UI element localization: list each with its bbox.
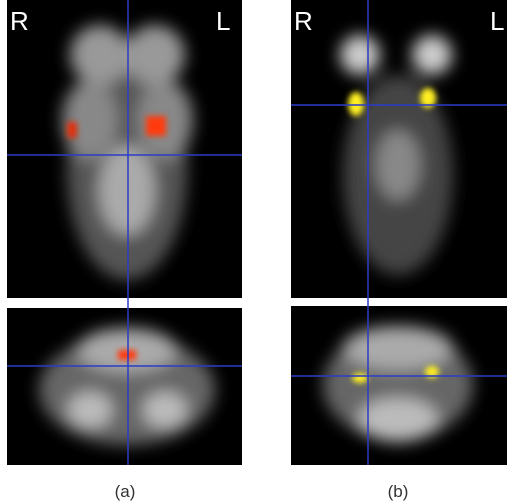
panel-label: (a) xyxy=(115,482,136,501)
orientation-marker: R xyxy=(10,6,29,36)
panel-a-coronal xyxy=(7,308,242,465)
page: R L R L (a) (b) (() => { const data = JS… xyxy=(0,0,507,503)
panel-label: (b) xyxy=(388,482,409,501)
orientation-marker: L xyxy=(216,6,230,36)
orientation-marker: L xyxy=(490,6,504,36)
panel-a-axial xyxy=(7,0,242,298)
panel-b-coronal xyxy=(291,306,507,465)
panel-b-axial xyxy=(291,0,507,298)
orientation-marker: R xyxy=(294,6,313,36)
figure: R L R L (a) (b) xyxy=(0,0,507,503)
